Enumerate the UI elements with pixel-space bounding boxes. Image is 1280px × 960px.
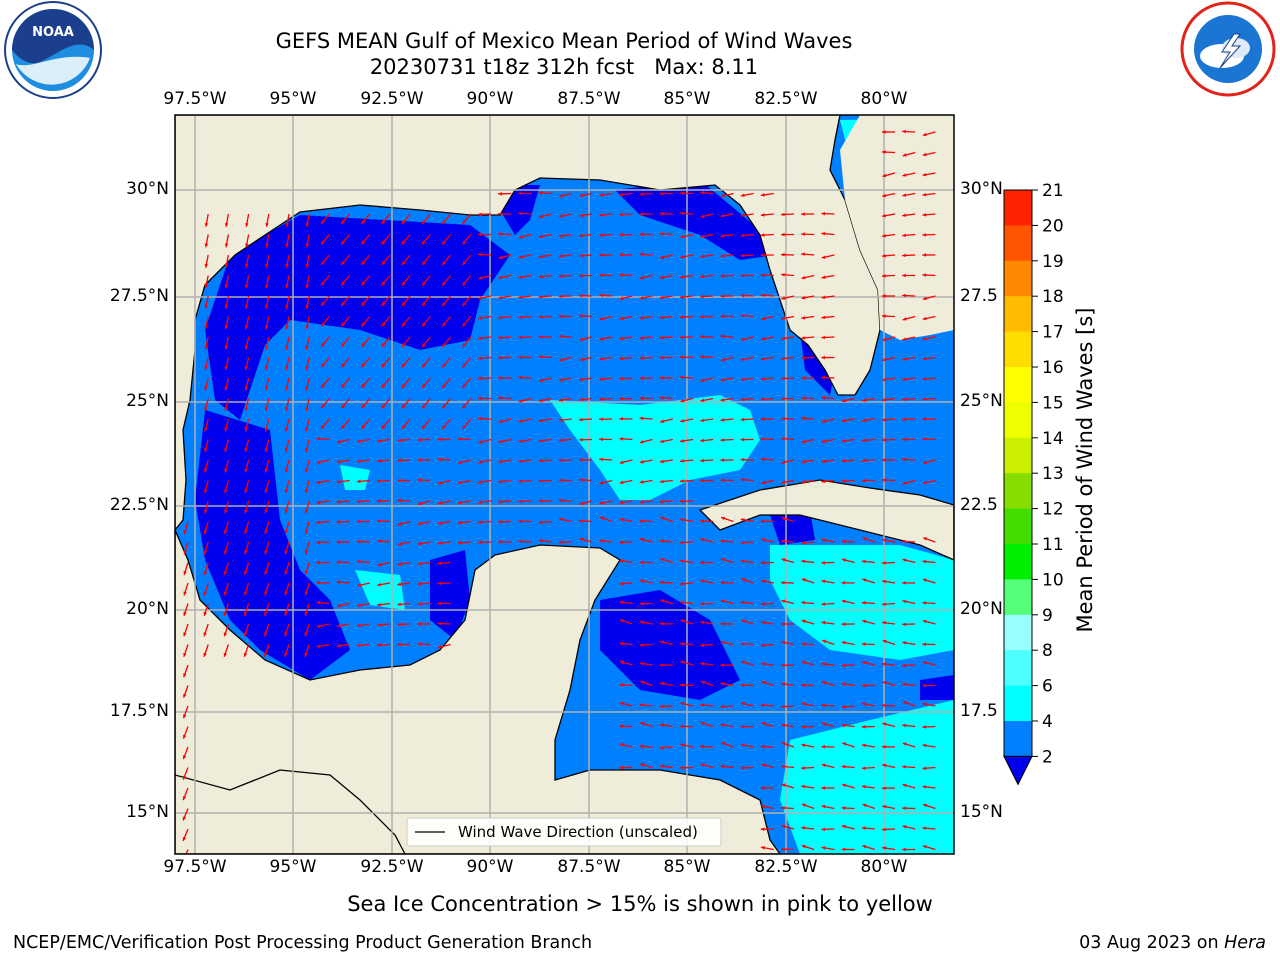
noaa-logo-icon: NOAA [4, 1, 102, 99]
colorbar-tick-label: 10 [1042, 570, 1064, 590]
map-frame [174, 114, 955, 855]
colorbar-segment [1004, 367, 1032, 403]
lon-label-top: 97.5°W [163, 89, 227, 109]
lat-label-right: 27.5 [960, 286, 998, 306]
legend-label: Wind Wave Direction (unscaled) [458, 823, 698, 841]
colorbar-tick-label: 4 [1042, 712, 1053, 732]
graticule [175, 115, 954, 854]
lon-label-top: 90°W [466, 89, 514, 109]
wind-wave-direction-arrows [182, 129, 936, 854]
colorbar-tick-label: 11 [1042, 535, 1064, 555]
colorbar-segment [1004, 508, 1032, 545]
colorbar-tick-label: 2 [1042, 747, 1053, 767]
colorbar-tick-label: 9 [1042, 606, 1053, 626]
colorbar-segment [1004, 437, 1032, 474]
colorbar-tick-label: 12 [1042, 500, 1064, 520]
lon-label-top: 95°W [269, 89, 317, 109]
footer-host: Hera [1224, 933, 1266, 953]
colorbar-tick-label: 16 [1042, 358, 1064, 378]
lat-label-left: 17.5°N [109, 701, 169, 721]
colorbar-segment [1004, 190, 1032, 226]
colorbar-tick-label: 13 [1042, 464, 1064, 484]
map-legend: Wind Wave Direction (unscaled) [406, 817, 722, 847]
colorbar-segment [1004, 579, 1032, 616]
colorbar-segment [1004, 331, 1032, 368]
colorbar-segment [1004, 260, 1032, 297]
lon-label-top: 87.5°W [557, 89, 621, 109]
colorbar-segment [1004, 650, 1032, 687]
sea-ice-note: Sea Ice Concentration > 15% is shown in … [347, 892, 933, 916]
colorbar-tick-label: 21 [1042, 181, 1064, 201]
colorbar-tick-label: 19 [1042, 252, 1064, 272]
footer-date: 03 Aug 2023 on Hera [1079, 933, 1266, 953]
lon-label-top: 92.5°W [360, 89, 424, 109]
lon-label-bottom: 97.5°W [163, 857, 227, 877]
lon-label-bottom: 80°W [860, 857, 908, 877]
lon-label-bottom: 87.5°W [557, 857, 621, 877]
lat-label-left: 15°N [126, 802, 169, 822]
colorbar-extend-arrow [1003, 755, 1033, 786]
colorbar-tick-label: 20 [1042, 216, 1064, 236]
colorbar-segment [1004, 473, 1032, 510]
lat-label-right: 30°N [960, 179, 1003, 199]
colorbar-tick-label: 14 [1042, 429, 1064, 449]
lat-label-left: 22.5°N [109, 495, 169, 515]
lon-label-bottom: 90°W [466, 857, 514, 877]
lon-label-top: 85°W [663, 89, 711, 109]
lat-label-right: 17.5 [960, 701, 998, 721]
lon-label-top: 80°W [860, 89, 908, 109]
colorbar-tick-label: 8 [1042, 641, 1053, 661]
colorbar-tick-label: 17 [1042, 323, 1064, 343]
colorbar-segment [1004, 402, 1032, 439]
lon-label-bottom: 92.5°W [360, 857, 424, 877]
colorbar-segment [1004, 685, 1032, 722]
colorbar: 2 4 6 8 9 10 11 12 13 14 15 16 17 18 19 20 21 [1003, 181, 1064, 786]
lat-label-left: 27.5°N [109, 286, 169, 306]
chart-title: GEFS MEAN Gulf of Mexico Mean Period of … [275, 29, 853, 53]
colorbar-segment [1004, 721, 1032, 757]
lon-label-bottom: 85°W [663, 857, 711, 877]
nws-logo-icon [1180, 1, 1276, 97]
chart-subtitle: 20230731 t18z 312h fcst Max: 8.11 [369, 55, 759, 79]
noaa-logo-text: NOAA [32, 25, 74, 40]
colorbar-segment [1004, 225, 1032, 262]
lat-label-right: 25°N [960, 391, 1003, 411]
lon-label-bottom: 82.5°W [754, 857, 818, 877]
footer-credit: NCEP/EMC/Verification Post Processing Pr… [13, 933, 593, 953]
colorbar-tick-label: 18 [1042, 287, 1064, 307]
colorbar-tick-label: 15 [1042, 393, 1064, 413]
lat-label-right: 15°N [960, 802, 1003, 822]
colorbar-segment [1004, 544, 1032, 580]
lat-label-left: 30°N [126, 179, 169, 199]
footer-date-text: 03 Aug 2023 on [1079, 933, 1225, 953]
lat-label-right: 20°N [960, 599, 1003, 619]
colorbar-label: Mean Period of Wind Waves [s] [1073, 307, 1097, 633]
lat-label-left: 25°N [126, 391, 169, 411]
colorbar-tick-label: 6 [1042, 677, 1053, 697]
lon-label-top: 82.5°W [754, 89, 818, 109]
lon-label-bottom: 95°W [269, 857, 317, 877]
colorbar-segment [1004, 296, 1032, 333]
colorbar-segment [1004, 614, 1032, 651]
lat-label-left: 20°N [126, 599, 169, 619]
lat-label-right: 22.5 [960, 495, 998, 515]
